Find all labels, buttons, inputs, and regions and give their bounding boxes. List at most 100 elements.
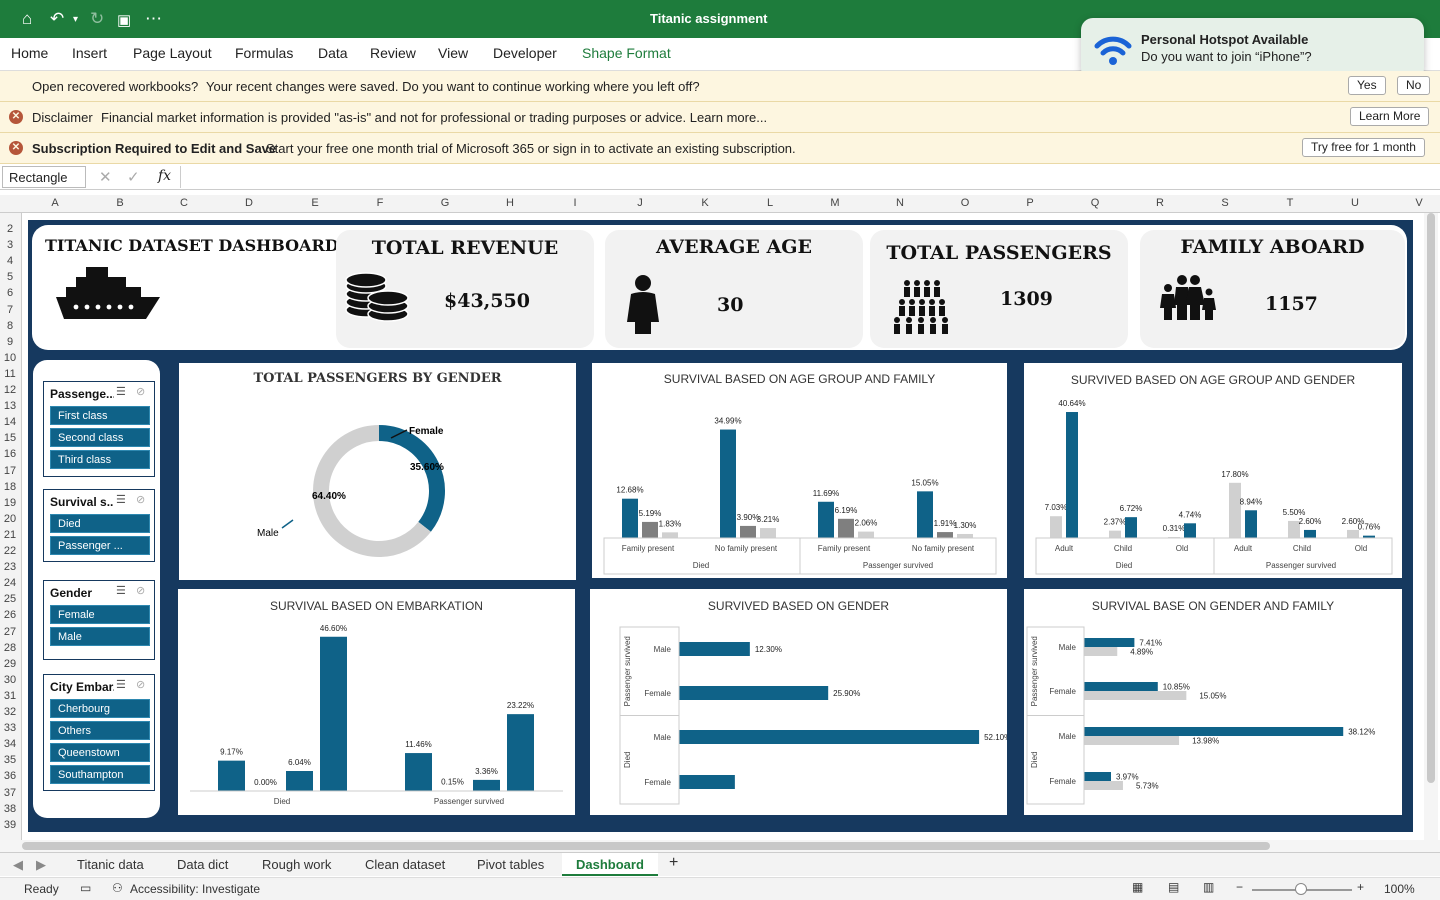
multi-select-icon[interactable]: ☰ (116, 585, 126, 597)
column-header[interactable]: G (440, 197, 450, 209)
prev-sheet-icon[interactable]: ◀ (13, 857, 23, 872)
multi-select-icon[interactable]: ☰ (116, 679, 126, 691)
clear-filter-icon[interactable]: ⊘ (136, 679, 146, 691)
row-header[interactable]: 17 (3, 464, 17, 477)
row-header[interactable]: 31 (3, 689, 17, 702)
column-header[interactable]: O (960, 197, 970, 209)
sheet-tab-active[interactable]: Dashboard (562, 853, 658, 876)
scrollbar-thumb[interactable] (22, 842, 1270, 850)
sheet-tab[interactable]: Titanic data (77, 857, 144, 872)
slicer-item[interactable]: Female (50, 605, 150, 624)
column-header[interactable]: D (245, 197, 253, 209)
tab-shape-format[interactable]: Shape Format (582, 45, 671, 61)
tab-data[interactable]: Data (318, 45, 348, 61)
column-header[interactable]: L (766, 197, 774, 209)
row-header[interactable]: 20 (3, 512, 17, 525)
slicer-item[interactable]: Cherbourg (50, 699, 150, 718)
check-icon[interactable]: ✓ (127, 169, 140, 186)
row-header[interactable]: 18 (3, 480, 17, 493)
row-header[interactable]: 7 (6, 303, 14, 316)
function-icon[interactable]: fx (158, 168, 172, 184)
clear-filter-icon[interactable]: ⊘ (136, 386, 146, 398)
macro-icon[interactable]: ▭ (80, 881, 92, 895)
tab-home[interactable]: Home (11, 45, 49, 61)
row-header[interactable]: 6 (6, 287, 14, 300)
row-header[interactable]: 36 (3, 770, 17, 783)
column-header[interactable]: R (1156, 197, 1164, 209)
tab-insert[interactable]: Insert (72, 45, 108, 61)
tab-developer[interactable]: Developer (493, 45, 557, 61)
row-header[interactable]: 28 (3, 641, 17, 654)
chart-age-gender[interactable]: SURVIVED BASED ON AGE GROUP AND GENDER 7… (1024, 363, 1402, 578)
clear-filter-icon[interactable]: ⊘ (136, 494, 146, 506)
row-header[interactable]: 22 (3, 545, 17, 557)
hotspot-notification[interactable]: Personal Hotspot Available Do you want t… (1081, 18, 1424, 80)
clear-filter-icon[interactable]: ⊘ (136, 585, 146, 597)
row-header[interactable]: 37 (3, 786, 17, 799)
sheet-tab[interactable]: Pivot tables (477, 857, 545, 872)
vertical-scrollbar[interactable] (1424, 213, 1438, 843)
zoom-slider-thumb[interactable] (1295, 883, 1307, 895)
row-header[interactable]: 23 (3, 561, 17, 574)
column-header[interactable]: F (376, 197, 384, 209)
slicer-item[interactable]: Passenger ... (50, 536, 150, 555)
chart-gender-donut[interactable]: TOTAL PASSENGERS BY GENDER 35.60% 64.40% F… (179, 363, 576, 580)
row-header[interactable]: 29 (3, 657, 17, 670)
column-header[interactable]: J (637, 197, 643, 209)
tab-view[interactable]: View (438, 45, 469, 61)
row-header[interactable]: 13 (3, 400, 17, 413)
row-header[interactable]: 32 (3, 706, 17, 718)
slicer-item[interactable]: Third class (50, 450, 150, 469)
row-header[interactable]: 4 (6, 255, 14, 268)
row-header[interactable]: 39 (3, 818, 17, 831)
zoom-out-icon[interactable]: − (1236, 880, 1244, 894)
accessibility-status[interactable]: Accessibility: Investigate (130, 882, 261, 896)
row-header[interactable]: 5 (6, 271, 14, 284)
column-header[interactable]: N (896, 197, 904, 209)
column-header[interactable]: C (180, 197, 188, 209)
slicer-item[interactable]: Others (50, 721, 150, 740)
row-header[interactable]: 9 (6, 335, 14, 348)
slicer-item[interactable]: Male (50, 627, 150, 646)
tab-review[interactable]: Review (370, 45, 416, 61)
horizontal-scrollbar[interactable] (0, 840, 1440, 852)
multi-select-icon[interactable]: ☰ (116, 386, 126, 398)
tab-formulas[interactable]: Formulas (235, 45, 294, 61)
row-header[interactable]: 34 (3, 738, 17, 751)
row-header[interactable]: 15 (3, 432, 17, 445)
name-box[interactable]: Rectangle (2, 166, 86, 188)
home-icon[interactable]: ⌂ (22, 9, 33, 28)
no-button[interactable]: No (1397, 76, 1431, 95)
column-header[interactable]: Q (1090, 197, 1100, 209)
column-header[interactable]: I (573, 197, 577, 209)
next-sheet-icon[interactable]: ▶ (36, 857, 46, 872)
slicer-item[interactable]: Queenstown (50, 743, 150, 762)
chart-gender-family[interactable]: SURVIVAL BASE ON GENDER AND FAMILY 7.41%… (1024, 589, 1402, 815)
page-layout-icon[interactable]: ▤ (1168, 880, 1180, 894)
row-header[interactable]: 8 (6, 319, 14, 332)
sheet-tab[interactable]: Rough work (262, 857, 332, 872)
row-header[interactable]: 19 (3, 496, 17, 509)
row-header[interactable]: 38 (3, 802, 17, 815)
row-header[interactable]: 12 (3, 384, 17, 396)
sheet-tab[interactable]: Data dict (177, 857, 229, 872)
chart-gender-survival[interactable]: SURVIVED BASED ON GENDER 12.30% Male 25.90… (590, 589, 1007, 815)
row-header[interactable]: 21 (3, 528, 17, 541)
tab-page-layout[interactable]: Page Layout (133, 45, 212, 61)
row-header[interactable]: 33 (3, 722, 17, 735)
row-header[interactable]: 35 (3, 754, 17, 767)
column-header[interactable]: E (311, 197, 319, 209)
try-free-button[interactable]: Try free for 1 month (1302, 138, 1425, 157)
undo-icon[interactable]: ↶ (50, 9, 65, 28)
column-header[interactable]: M (830, 197, 840, 209)
multi-select-icon[interactable]: ☰ (116, 494, 126, 506)
sheet-tab[interactable]: Clean dataset (365, 857, 446, 872)
slicer-item[interactable]: Second class (50, 428, 150, 447)
formula-input[interactable] (180, 166, 1420, 188)
column-header[interactable]: B (116, 197, 124, 209)
close-icon[interactable]: ✕ (9, 141, 23, 155)
row-header[interactable]: 24 (3, 577, 17, 590)
row-header[interactable]: 16 (3, 448, 17, 461)
column-header[interactable]: P (1026, 197, 1034, 209)
column-header[interactable]: T (1286, 197, 1294, 209)
